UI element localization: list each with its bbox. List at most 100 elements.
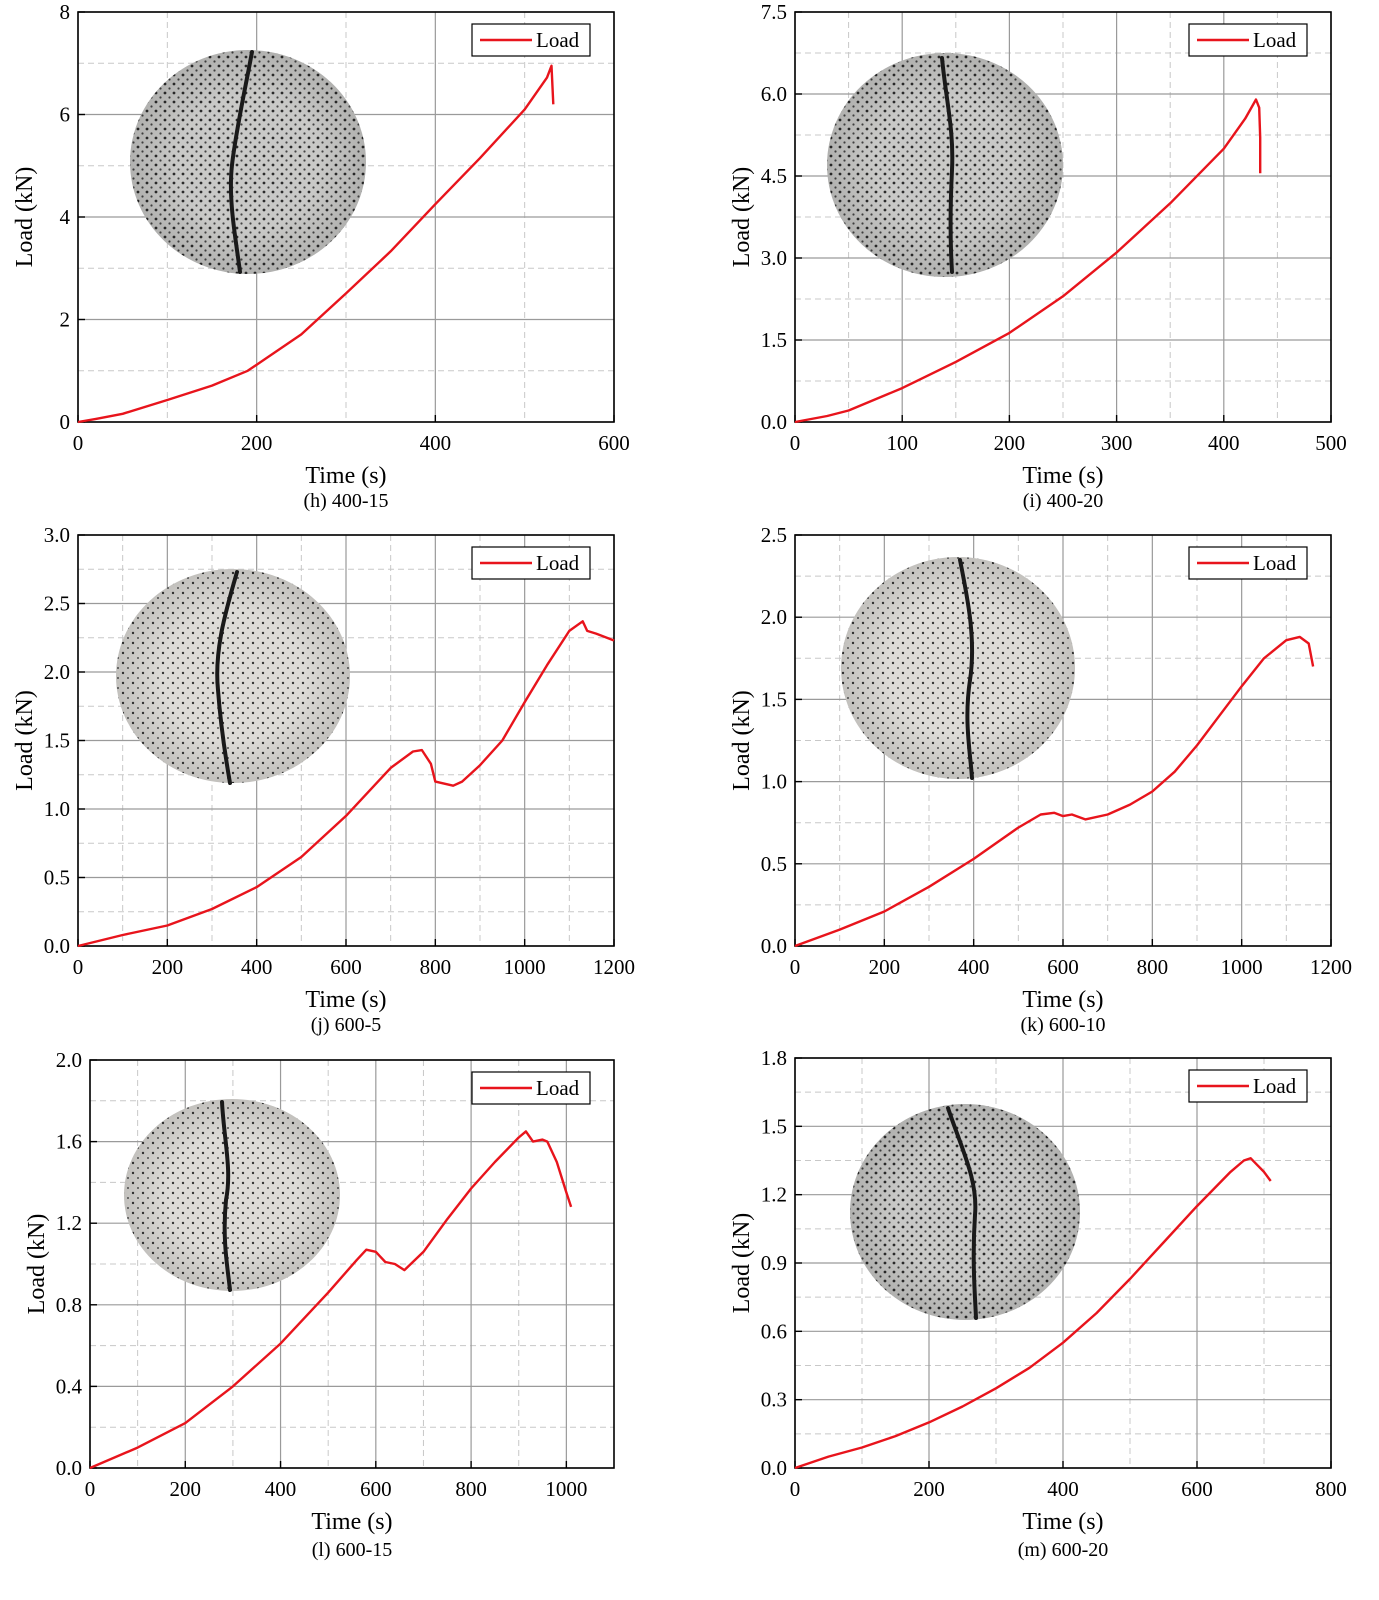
x-tick-label: 1000 [1221, 955, 1263, 979]
y-tick-label: 1.5 [761, 1114, 787, 1138]
x-axis-label: Time (s) [311, 1509, 392, 1535]
y-tick-label: 0.0 [761, 410, 787, 434]
y-tick-label: 0.8 [56, 1293, 82, 1317]
legend: Load [471, 23, 591, 57]
x-tick-label: 600 [1047, 955, 1079, 979]
x-tick-label: 100 [886, 431, 918, 455]
chart-panel-1: 0 100 200 300 400 500 0.0 1.5 3.0 4.5 6.0 7.5 Time (… [729, 0, 1347, 512]
specimen-photo [124, 1099, 340, 1292]
chart-panel-5: 0 200 400 600 800 0.0 0.3 0.6 0.9 1.2 1.5 1.8 Time (… [729, 1046, 1347, 1561]
load-series-line [794, 1156, 1272, 1470]
y-tick-label: 2.0 [761, 605, 787, 629]
x-tick-label: 400 [241, 955, 273, 979]
x-tick-label: 1000 [545, 1477, 587, 1501]
y-axis-label: Load (kN) [729, 1213, 755, 1314]
x-tick-label: 200 [170, 1477, 202, 1501]
x-tick-label: 400 [1047, 1477, 1079, 1501]
load-series-line [77, 64, 555, 424]
x-axis-label: Time (s) [1022, 463, 1103, 489]
x-tick-label: 0 [790, 1477, 801, 1501]
y-axis-label: Load (kN) [729, 690, 755, 791]
x-tick-label: 800 [420, 955, 452, 979]
x-tick-label: 800 [455, 1477, 487, 1501]
panel-caption: (i) 400-20 [1023, 490, 1104, 512]
legend-label: Load [1253, 28, 1297, 52]
y-tick-label: 1.8 [761, 1046, 787, 1070]
y-tick-label: 0.3 [761, 1388, 787, 1412]
y-tick-label: 2.0 [56, 1048, 82, 1072]
x-tick-label: 0 [73, 955, 84, 979]
x-tick-label: 200 [152, 955, 184, 979]
x-tick-label: 300 [1101, 431, 1133, 455]
x-axis-label: Time (s) [1022, 1509, 1103, 1535]
y-axis-label: Load (kN) [24, 1214, 50, 1315]
panel-caption: (j) 600-5 [311, 1014, 382, 1036]
panel-caption: (k) 600-10 [1021, 1014, 1106, 1036]
load-series-line [77, 620, 615, 948]
y-tick-label: 0.9 [761, 1251, 787, 1275]
x-tick-label: 400 [1208, 431, 1240, 455]
chart-panel-2: 0 200 400 600 800 1000 1200 0.0 0.5 1.0 1.5 2.0 2.5 3… [12, 523, 635, 1036]
y-tick-label: 0 [60, 410, 71, 434]
legend: Load [1188, 23, 1308, 57]
y-tick-label: 0.0 [44, 934, 70, 958]
y-tick-label: 6.0 [761, 82, 787, 106]
x-axis-label: Time (s) [1022, 987, 1103, 1013]
y-tick-label: 1.5 [761, 687, 787, 711]
legend: Load [471, 1071, 591, 1105]
specimen-photo [850, 1104, 1080, 1320]
x-tick-label: 0 [85, 1477, 96, 1501]
x-tick-label: 400 [420, 431, 452, 455]
load-series-line [89, 1130, 573, 1470]
load-series-line [794, 635, 1315, 948]
crack-line [215, 570, 239, 785]
y-tick-label: 2 [60, 308, 71, 332]
crack-line [940, 56, 955, 274]
legend-label: Load [536, 28, 580, 52]
y-axis-label: Load (kN) [729, 167, 755, 268]
x-tick-label: 200 [913, 1477, 945, 1501]
legend: Load [1188, 546, 1308, 580]
x-tick-label: 800 [1137, 955, 1169, 979]
y-tick-label: 0.4 [56, 1374, 83, 1398]
y-tick-label: 8 [60, 0, 71, 24]
crack-line [946, 1106, 978, 1320]
y-tick-label: 7.5 [761, 0, 787, 24]
y-tick-label: 1.0 [44, 797, 70, 821]
x-tick-label: 600 [598, 431, 630, 455]
y-tick-label: 3.0 [761, 246, 787, 270]
chart-panel-0: 0 200 400 600 0 2 4 6 8 Time (s) Load (kN) (h) 400-… [12, 0, 630, 512]
x-tick-label: 600 [1181, 1477, 1213, 1501]
x-tick-label: 800 [1315, 1477, 1347, 1501]
x-axis-label: Time (s) [305, 463, 386, 489]
load-series-line [794, 98, 1262, 424]
panel-caption: (m) 600-20 [1018, 1539, 1109, 1561]
specimen-photo [827, 53, 1063, 277]
y-tick-label: 1.5 [761, 328, 787, 352]
x-tick-label: 0 [790, 955, 801, 979]
y-tick-label: 2.0 [44, 660, 70, 684]
x-tick-label: 400 [958, 955, 990, 979]
y-tick-label: 6 [60, 103, 71, 127]
x-tick-label: 1200 [593, 955, 635, 979]
x-tick-label: 200 [869, 955, 901, 979]
legend-label: Load [1253, 551, 1297, 575]
x-tick-label: 200 [241, 431, 273, 455]
y-tick-label: 0.5 [761, 852, 787, 876]
x-axis-label: Time (s) [305, 987, 386, 1013]
y-tick-label: 1.0 [761, 770, 787, 794]
y-tick-label: 1.2 [761, 1183, 787, 1207]
specimen-photo [116, 569, 350, 785]
y-axis-label: Load (kN) [12, 690, 38, 791]
y-tick-label: 1.2 [56, 1211, 82, 1235]
crack-line [228, 50, 254, 274]
x-tick-label: 600 [360, 1477, 392, 1501]
x-tick-label: 0 [790, 431, 801, 455]
x-tick-label: 1000 [504, 955, 546, 979]
x-tick-label: 1200 [1310, 955, 1352, 979]
legend-label: Load [1253, 1074, 1297, 1098]
y-tick-label: 0.5 [44, 866, 70, 890]
legend-label: Load [536, 551, 580, 575]
y-tick-label: 0.0 [761, 934, 787, 958]
